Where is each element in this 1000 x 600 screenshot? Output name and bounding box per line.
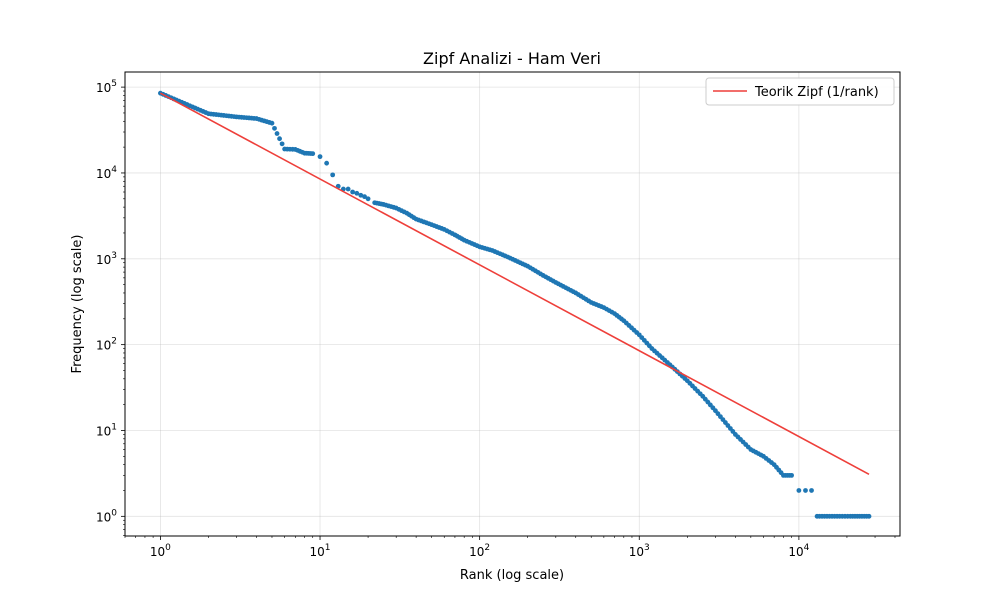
data-point [358, 192, 364, 198]
plot-frame [124, 71, 901, 537]
data-point [317, 154, 323, 160]
chart-title: Zipf Analizi - Ham Veri [423, 49, 601, 68]
zipf-theory-line [160, 92, 870, 475]
x-tick-label: 102 [469, 543, 490, 559]
data-point [269, 120, 275, 126]
x-axis: 100 101 102 103 104 [124, 536, 896, 559]
x-tick-label: 100 [150, 543, 171, 559]
data-point [274, 131, 280, 136]
data-point [272, 125, 277, 131]
data-point [330, 172, 336, 178]
x-tick-label: 104 [788, 543, 809, 559]
y-axis-label: Frequency (log scale) [70, 235, 85, 374]
data-point [277, 136, 282, 142]
x-axis-label: Rank (log scale) [460, 568, 564, 583]
data-point [809, 488, 814, 493]
x-tick-label: 101 [310, 543, 331, 559]
y-tick-label: 103 [96, 251, 117, 267]
data-point [866, 513, 872, 519]
y-tick-label: 104 [96, 165, 117, 181]
data-point [324, 160, 330, 166]
legend: Teorik Zipf (1/rank) [705, 77, 895, 106]
data-point [803, 488, 808, 493]
data-point [789, 472, 794, 478]
data-point [345, 186, 351, 192]
y-tick-label: 105 [96, 79, 117, 95]
y-tick-label: 101 [96, 422, 117, 438]
data-point [279, 141, 285, 147]
data-point [354, 190, 360, 196]
data-point [350, 189, 356, 195]
y-tick-label: 102 [96, 337, 117, 353]
data-point [365, 196, 371, 202]
legend-box [705, 77, 895, 106]
y-tick-label: 100 [96, 508, 117, 524]
plot-series [158, 90, 872, 519]
data-point [310, 151, 316, 157]
y-axis: 100 101 102 103 104 105 [96, 79, 125, 536]
x-tick-label: 103 [629, 543, 650, 559]
data-point [796, 488, 802, 493]
legend-label: Teorik Zipf (1/rank) [754, 85, 879, 100]
data-point [362, 194, 367, 200]
